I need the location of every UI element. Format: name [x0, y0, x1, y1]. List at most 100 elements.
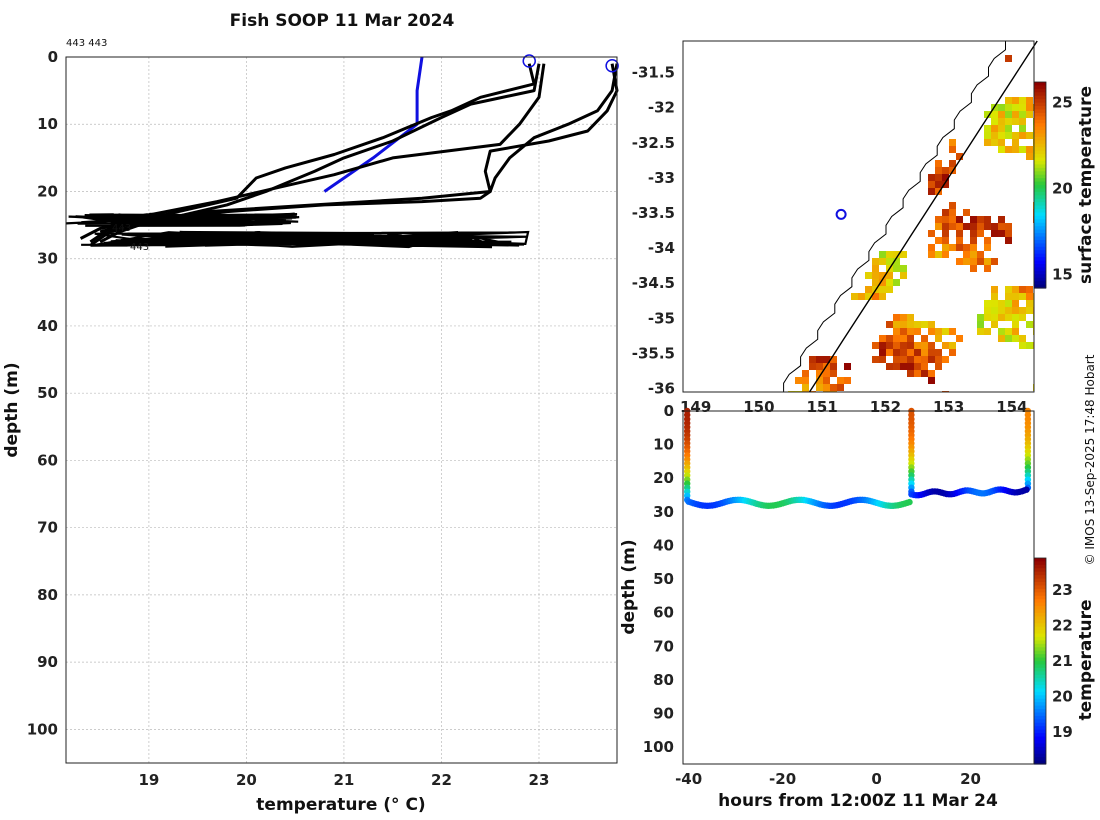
- sst-cell: [984, 132, 991, 139]
- sst-cell: [1019, 146, 1026, 153]
- sst-colorbar-swatch: [1034, 88, 1046, 93]
- bottom-tangle-trace: [81, 230, 530, 249]
- sst-cell: [900, 335, 907, 342]
- sst-colorbar-swatch: [1034, 267, 1046, 272]
- sst-cell: [977, 251, 984, 258]
- temperature-colorbar-swatch: [1034, 568, 1046, 573]
- sst-cell: [949, 342, 956, 349]
- sst-cell: [893, 349, 900, 356]
- temperature-colorbar-swatch: [1034, 736, 1046, 741]
- sst-cell: [970, 244, 977, 251]
- sst-cell: [914, 342, 921, 349]
- sst-cell: [1012, 286, 1019, 293]
- sst-cell: [879, 251, 886, 258]
- sst-cell: [998, 216, 1005, 223]
- sst-cell: [893, 321, 900, 328]
- sst-cell: [928, 377, 935, 384]
- sst-cell: [935, 174, 942, 181]
- y-tick-label: 50: [37, 384, 58, 402]
- sst-colorbar-swatch: [1034, 116, 1046, 121]
- sst-colorbar-swatch: [1034, 274, 1046, 279]
- sst-cell: [991, 300, 998, 307]
- shelf-break-line: [808, 40, 1038, 393]
- y-tick-label: 60: [37, 451, 58, 469]
- sst-cell: [1026, 293, 1033, 300]
- sst-colorbar-tick: 25: [1052, 94, 1073, 112]
- sst-cell: [928, 349, 935, 356]
- sst-colorbar-swatch: [1034, 82, 1046, 87]
- figure-title: Fish SOOP 11 Mar 2024: [230, 11, 455, 31]
- sst-cell: [942, 174, 949, 181]
- sst-cell: [893, 279, 900, 286]
- section-y-axis-label: depth (m): [619, 539, 639, 634]
- temperature-colorbar-tick: 22: [1052, 616, 1073, 634]
- sst-colorbar-swatch: [1034, 198, 1046, 203]
- sst-cell: [1026, 111, 1033, 118]
- temperature-colorbar-swatch: [1034, 602, 1046, 607]
- temperature-colorbar-swatch: [1034, 609, 1046, 614]
- sst-cell: [1019, 286, 1026, 293]
- sst-cell: [998, 314, 1005, 321]
- sst-cell: [872, 279, 879, 286]
- sst-cell: [949, 139, 956, 146]
- sst-cell: [949, 209, 956, 216]
- sst-cell: [1026, 146, 1033, 153]
- sst-cell: [991, 139, 998, 146]
- sst-cell: [949, 244, 956, 251]
- sst-colorbar-swatch: [1034, 215, 1046, 220]
- temperature-colorbar-swatch: [1034, 626, 1046, 631]
- profile-tag-label: 443: [130, 242, 149, 253]
- sst-cell: [970, 258, 977, 265]
- y-tick-label: 80: [37, 586, 58, 604]
- sst-cell: [1012, 139, 1019, 146]
- profile-start-marker: [522, 54, 536, 68]
- temperature-colorbar-swatch: [1034, 650, 1046, 655]
- sst-cell: [830, 384, 837, 391]
- sst-colorbar-swatch: [1034, 136, 1046, 141]
- sst-cell: [816, 370, 823, 377]
- sst-cell: [935, 349, 942, 356]
- sst-colorbar-swatch: [1034, 257, 1046, 262]
- x-tick-label: 19: [138, 771, 159, 789]
- sst-cell: [998, 230, 1005, 237]
- temperature-colorbar-frame: [1033, 557, 1047, 765]
- sst-colorbar-swatch: [1034, 270, 1046, 275]
- sst-cell: [942, 209, 949, 216]
- sst-cell: [893, 356, 900, 363]
- sst-cell: [935, 167, 942, 174]
- sst-cell: [1019, 293, 1026, 300]
- sst-cell: [921, 363, 928, 370]
- sst-cell: [977, 216, 984, 223]
- temperature-colorbar-swatch: [1034, 558, 1046, 563]
- sst-cell: [879, 286, 886, 293]
- temperature-colorbar-swatch: [1034, 726, 1046, 731]
- sst-cell: [872, 293, 879, 300]
- imos-credit: © IMOS 13-Sep-2025 17:48 Hobart: [1083, 354, 1097, 565]
- temperature-colorbar-swatch: [1034, 685, 1046, 690]
- sst-colorbar-swatch: [1034, 143, 1046, 148]
- sst-cell: [816, 384, 823, 391]
- sst-cell: [900, 265, 907, 272]
- temperature-colorbar-swatch: [1034, 636, 1046, 641]
- sst-cell: [879, 272, 886, 279]
- sst-cell: [900, 342, 907, 349]
- sst-cell: [900, 314, 907, 321]
- sst-cell: [872, 342, 879, 349]
- sst-cell: [998, 328, 1005, 335]
- section-x-axis-label: hours from 12:00Z 11 Mar 24: [718, 791, 998, 811]
- sst-colorbar-swatch: [1034, 209, 1046, 214]
- sst-cell: [1005, 230, 1012, 237]
- sst-cell: [1005, 118, 1012, 125]
- temperature-colorbar-tick: 23: [1052, 581, 1073, 599]
- sst-cell: [816, 363, 823, 370]
- sst-cell: [893, 363, 900, 370]
- sst-cell: [816, 377, 823, 384]
- sst-colorbar-swatch: [1034, 185, 1046, 190]
- sst-colorbar-swatch: [1034, 260, 1046, 265]
- sst-cell: [991, 125, 998, 132]
- sst-cell: [1012, 300, 1019, 307]
- sst-cell: [991, 223, 998, 230]
- sst-cell: [942, 328, 949, 335]
- sst-cell: [809, 356, 816, 363]
- sst-cell: [991, 293, 998, 300]
